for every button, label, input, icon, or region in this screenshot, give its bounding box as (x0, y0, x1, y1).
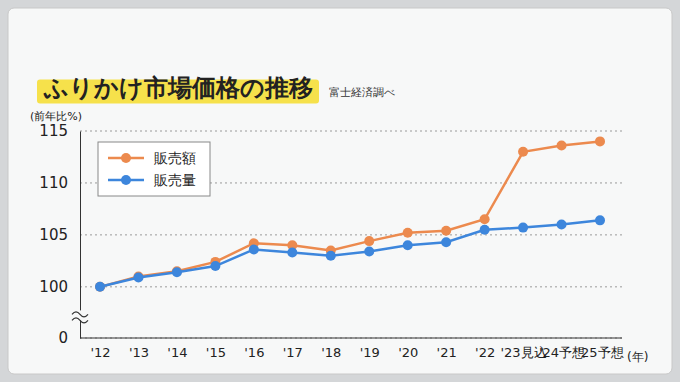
series-line (100, 141, 600, 286)
series-marker (95, 282, 105, 292)
axis-break-mark (72, 312, 88, 317)
series-marker (287, 248, 297, 258)
x-tick-label: '17 (283, 345, 303, 360)
x-axis-title: (年) (627, 350, 648, 364)
legend-marker (121, 175, 131, 185)
grid-line (80, 338, 622, 339)
y-tick: 0 (58, 329, 80, 347)
series-marker (595, 215, 605, 225)
card (8, 8, 672, 374)
grid-line (80, 131, 622, 132)
plot-area (95, 136, 605, 291)
series-marker (95, 282, 105, 292)
series-marker (480, 214, 490, 224)
y-tick: 110 (39, 174, 80, 192)
x-tick: '20 (398, 338, 418, 360)
series-marker (133, 272, 143, 282)
x-tick: '21 (437, 338, 457, 360)
title-group: ふりかけ市場価格の推移 (37, 74, 319, 103)
y-axis-title: (前年比%) (30, 110, 82, 123)
chart: ふりかけ市場価格の推移 富士経済調べ 0 100 105 110 115 '12 '13 '14 '… (0, 0, 680, 382)
x-tick-label: '19 (360, 345, 380, 360)
series-marker (518, 223, 528, 233)
x-tick-label: '21 (437, 345, 457, 360)
legend-marker (121, 153, 131, 163)
x-tick-label: '25予想 (577, 345, 623, 360)
x-tick-label: '14 (167, 345, 187, 360)
series-marker (403, 240, 413, 250)
legend-label: 販売額 (154, 150, 196, 166)
x-tick: '22 (475, 338, 495, 360)
x-axis-line (80, 338, 622, 339)
x-tick-label: '18 (321, 345, 341, 360)
x-tick-label: '20 (398, 345, 418, 360)
x-tick: '14 (167, 338, 187, 360)
y-tick-label: 110 (39, 174, 68, 192)
x-axis: '12'13'14'15'16'17'18'19'20'21'22'23見込'2… (80, 338, 624, 360)
y-tick-label: 115 (39, 122, 68, 140)
series-marker (403, 228, 413, 238)
series-marker (364, 236, 374, 246)
legend-box (98, 142, 210, 196)
series-marker (326, 251, 336, 261)
series-marker (557, 220, 567, 230)
x-tick: '19 (360, 338, 380, 360)
series-marker (595, 136, 605, 146)
x-tick-label: '16 (244, 345, 264, 360)
x-tick: '13 (129, 338, 149, 360)
y-tick-label: 105 (39, 226, 68, 244)
series-marker (441, 237, 451, 247)
y-tick-label: 100 (39, 278, 68, 296)
series-marker (249, 244, 259, 254)
x-tick: '17 (283, 338, 303, 360)
y-tick: 105 (39, 226, 80, 244)
grid-line (80, 286, 622, 287)
x-tick: '12 (90, 338, 110, 360)
series-marker (557, 141, 567, 151)
series-marker (441, 226, 451, 236)
y-axis-line (80, 132, 81, 339)
legend-label: 販売量 (154, 172, 196, 188)
series-line (100, 220, 600, 286)
x-tick-label: '15 (206, 345, 226, 360)
x-tick-label: '12 (90, 345, 110, 360)
grid-line (80, 234, 622, 235)
y-tick-label: 0 (58, 329, 68, 347)
series-marker (480, 225, 490, 235)
x-tick: '15 (206, 338, 226, 360)
x-tick: '16 (244, 338, 264, 360)
series-marker (364, 247, 374, 257)
x-tick-label: '22 (475, 345, 495, 360)
x-tick: '25予想 (577, 338, 623, 360)
title: ふりかけ市場価格の推移 (43, 74, 313, 102)
legend: 販売額販売量 (98, 142, 210, 196)
subtitle: 富士経済調べ (329, 86, 395, 99)
y-tick: 100 (39, 278, 80, 296)
grid (80, 131, 622, 338)
series-marker (518, 147, 528, 157)
axis-break-mark (72, 318, 88, 323)
axis-break (71, 310, 89, 323)
series-marker (210, 261, 220, 271)
x-tick: '18 (321, 338, 341, 360)
series-marker (172, 267, 182, 277)
x-tick-label: '13 (129, 345, 149, 360)
y-tick: 115 (39, 122, 80, 140)
